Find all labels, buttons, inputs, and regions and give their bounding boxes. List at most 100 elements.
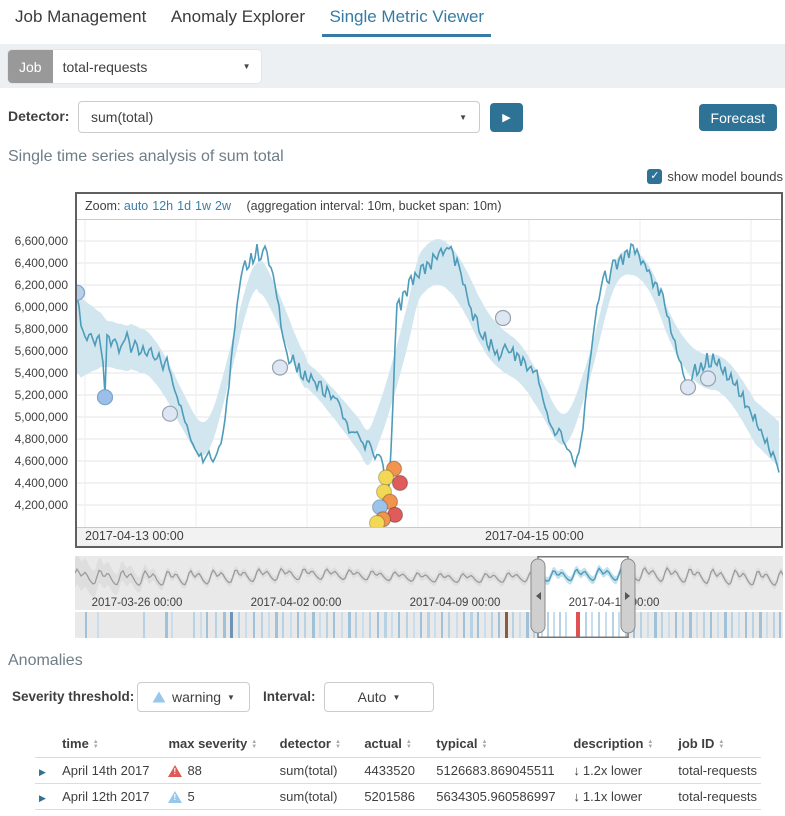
severity-threshold-value: warning [172,689,222,705]
anomaly-marker-yellow[interactable] [377,469,395,486]
y-tick-label: 6,000,000 [14,300,68,314]
severity-critical-icon [168,764,183,777]
job-select-group: Job total-requests ▼ [8,50,261,83]
zoom-link-1w[interactable]: 1w [195,199,212,213]
tab-anomaly-explorer[interactable]: Anomaly Explorer [170,7,305,26]
expander-column-header [35,730,59,758]
down-arrow-icon: ↓ [573,789,580,804]
zoom-controls: Zoom: auto 12h 1d 1w 2w (aggregation interva… [77,194,781,220]
sort-icon[interactable]: ▲ ▼ [647,739,654,750]
zoom-link-auto[interactable]: auto [123,199,149,213]
anomaly-marker-pale[interactable] [494,309,512,327]
anomaly-marker-blue2[interactable] [68,284,86,301]
y-tick-label: 4,600,000 [14,454,68,468]
cell-actual: 4433520 [360,757,433,784]
tab-job-management[interactable]: Job Management [15,7,147,26]
anomaly-marker-pale[interactable] [161,405,179,422]
chevron-down-icon: ▼ [392,692,401,702]
row-expander[interactable]: ▶ [35,783,59,810]
cell-typical: 5634305.960586997 [432,783,570,810]
cell-max-severity: 88 [164,757,276,784]
y-tick-label: 6,400,000 [14,256,68,270]
column-header-label: actual [364,736,402,751]
y-tick-label: 5,800,000 [14,322,68,336]
severity-threshold-select[interactable]: warning ▼ [137,682,250,712]
column-header-label: job ID [678,736,715,751]
play-button[interactable]: ▶ [490,103,523,132]
cell-detector: sum(total) [275,783,361,810]
expand-icon[interactable]: ▶ [39,793,46,803]
anomaly-marker-red[interactable] [391,474,409,492]
y-tick-label: 4,400,000 [14,476,68,490]
zoom-link-12h[interactable]: 12h [152,199,174,213]
tab-single-metric-viewer[interactable]: Single Metric Viewer [322,0,492,37]
column-header-label: max severity [168,736,248,751]
anomaly-marker-pale[interactable] [699,370,717,387]
forecast-button[interactable]: Forecast [698,104,777,131]
focus-plot[interactable] [68,220,781,532]
column-header-max-severity[interactable]: max severity ▲ ▼ [164,730,276,758]
job-select-value: total-requests [62,58,148,75]
column-header-typical[interactable]: typical ▲ ▼ [432,730,570,758]
column-header-detector[interactable]: detector ▲ ▼ [275,730,361,758]
row-expander[interactable]: ▶ [35,757,59,784]
severity-warning-icon [168,790,183,803]
y-tick-label: 6,600,000 [14,234,68,248]
sort-icon[interactable]: ▲ ▼ [481,739,488,750]
context-x-tick-label: 2017-04-02 00:00 [251,597,342,609]
cell-time: April 12th 2017 [58,783,165,810]
anomaly-marker-blue[interactable] [96,389,114,406]
top-tabs: Job Management Anomaly Explorer Single M… [0,0,785,42]
y-tick-label: 5,600,000 [14,344,68,358]
column-header-job-id[interactable]: job ID ▲ ▼ [674,730,761,758]
interval-value: Auto [357,689,387,705]
detector-label: Detector: [8,108,70,124]
x-tick-label: 2017-04-15 00:00 [485,529,584,543]
anomaly-marker-pale[interactable] [271,359,289,376]
cell-time: April 14th 2017 [58,757,165,784]
column-header-actual[interactable]: actual ▲ ▼ [360,730,433,758]
expand-icon[interactable]: ▶ [39,767,46,777]
column-header-description[interactable]: description ▲ ▼ [569,730,675,758]
show-model-bounds-toggle[interactable]: ✓ show model bounds [647,169,783,184]
severity-threshold-label: Severity threshold: [12,689,135,704]
zoom-link-1d[interactable]: 1d [177,199,192,213]
y-tick-label: 5,000,000 [14,410,68,424]
context-plot[interactable]: 2017-03-26 00:00 2017-04-02 00:00 2017-04-… [74,554,784,640]
checkbox-checked-icon[interactable]: ✓ [647,169,663,184]
sort-icon[interactable]: ▲ ▼ [92,739,99,750]
x-tick-label: 2017-04-13 00:00 [85,529,184,543]
column-header-label: detector [279,736,331,751]
y-tick-label: 5,400,000 [14,366,68,380]
job-badge: Job [8,50,53,83]
focus-chart: Zoom: auto 12h 1d 1w 2w (aggregation interva… [68,192,783,548]
severity-score: 88 [187,763,202,778]
chevron-down-icon: ▼ [242,62,251,71]
page-title: Single time series analysis of sum total [8,148,284,165]
job-select[interactable]: total-requests ▼ [52,50,261,83]
y-tick-label: 5,200,000 [14,388,68,402]
detector-select[interactable]: sum(total) ▼ [78,101,480,133]
column-header-time[interactable]: time ▲ ▼ [58,730,165,758]
interval-select[interactable]: Auto ▼ [324,682,434,712]
sort-icon[interactable]: ▲ ▼ [334,739,341,750]
chevron-down-icon: ▼ [227,692,235,702]
cell-typical: 5126683.869045511 [432,757,570,784]
anomaly-marker-pale[interactable] [679,379,697,396]
sort-icon[interactable]: ▲ ▼ [718,739,725,750]
show-model-bounds-label: show model bounds [667,169,783,184]
sort-icon[interactable]: ▲ ▼ [405,739,412,750]
cell-max-severity: 5 [164,783,276,810]
job-bar: Job total-requests ▼ [0,44,785,88]
y-tick-label: 6,200,000 [14,278,68,292]
sort-icon[interactable]: ▲ ▼ [251,739,258,750]
anomalies-table: time ▲ ▼ max severity ▲ ▼ detector ▲ ▼ actual ▲ ▼ ty… [35,730,761,810]
cell-detector: sum(total) [275,757,361,784]
table-row: ▶ April 14th 2017 88 sum(total)443352051266… [35,757,761,784]
warning-triangle-icon [152,691,166,703]
zoom-link-2w[interactable]: 2w [215,199,231,213]
focus-x-axis: 2017-04-13 00:00 2017-04-15 00:00 [77,527,781,546]
cell-description: ↓ 1.1x lower [569,783,675,810]
context-x-tick-label: 2017-03-26 00:00 [92,597,183,609]
play-icon: ▶ [502,112,511,124]
